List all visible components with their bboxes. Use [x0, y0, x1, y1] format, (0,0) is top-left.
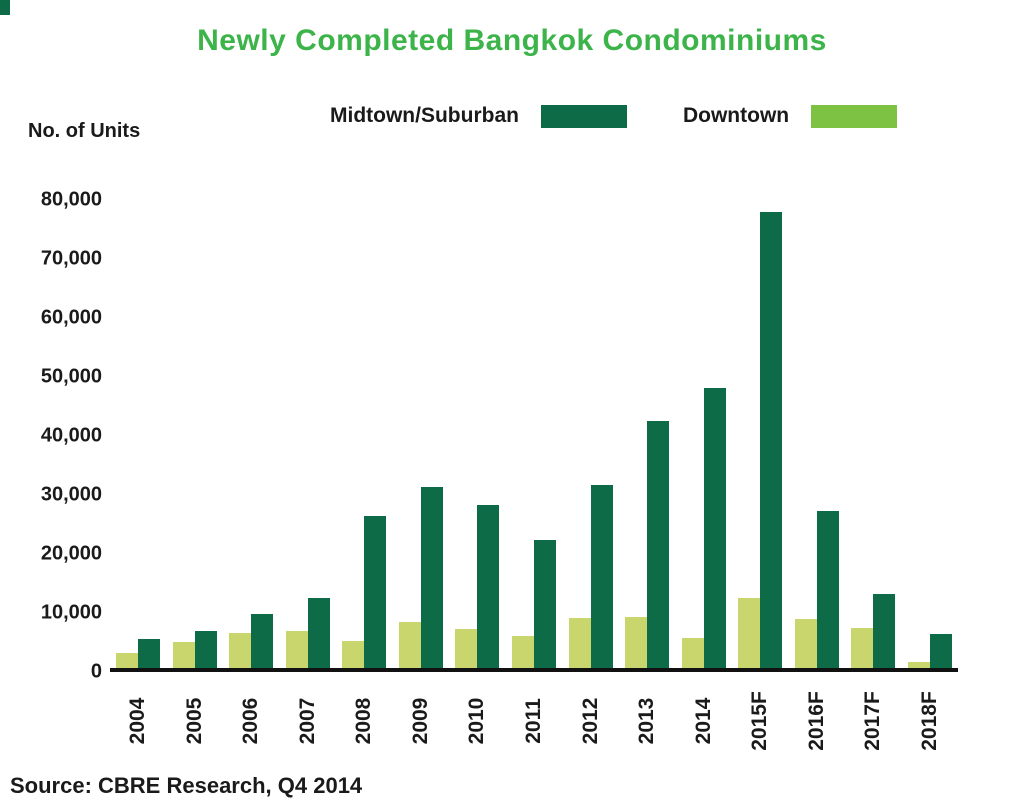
- x-tick-label-2005: 2005: [182, 697, 206, 745]
- source-note: Source: CBRE Research, Q4 2014: [10, 773, 363, 798]
- y-tick-label: 10,000: [40, 601, 102, 624]
- bar-midtown-suburban-2010: [477, 505, 500, 668]
- bar-downtown-2007: [285, 631, 308, 668]
- bar-group-2018F: [907, 200, 952, 668]
- bar-downtown-2015f: [738, 597, 761, 668]
- bar-midtown-suburban-2012: [590, 484, 613, 668]
- x-tick-label-2009: 2009: [408, 697, 432, 745]
- bar-group-2013: [625, 200, 670, 668]
- bar-group-2012: [568, 200, 613, 668]
- bar-downtown-2018f: [907, 662, 930, 668]
- bar-group-2014: [681, 200, 726, 668]
- bar-midtown-suburban-2006: [251, 613, 274, 668]
- legend-swatch-midtown: [540, 104, 627, 128]
- x-tick-label-2015f: 2015F: [748, 691, 772, 751]
- bar-downtown-2012: [568, 618, 591, 668]
- x-tick-label-2008: 2008: [352, 697, 376, 745]
- bar-downtown-2009: [398, 622, 421, 668]
- y-tick-label: 20,000: [40, 542, 102, 565]
- bar-group-2017F: [851, 200, 896, 668]
- x-axis: 2004 2005 2006 2007 2008 2009 2010 2011 2012 2013…: [110, 678, 958, 764]
- y-tick-label: 70,000: [40, 247, 102, 270]
- legend: Midtown/Suburban Downtown: [330, 104, 898, 128]
- x-tick-label-2004: 2004: [126, 697, 150, 745]
- x-tick-label-2006: 2006: [239, 697, 263, 745]
- legend-label-downtown: Downtown: [682, 104, 790, 127]
- x-tick-label-2014: 2014: [691, 697, 715, 745]
- bar-midtown-suburban-2007: [307, 597, 330, 668]
- bar-midtown-suburban-2018f: [929, 634, 952, 668]
- bar-downtown-2016f: [794, 619, 817, 668]
- bar-midtown-suburban-2004: [138, 638, 161, 668]
- y-axis-title: No. of Units: [28, 120, 141, 142]
- y-tick-label: 30,000: [40, 483, 102, 506]
- bar-downtown-2014: [681, 637, 704, 668]
- bar-midtown-suburban-2016f: [816, 511, 839, 668]
- bar-midtown-suburban-2011: [533, 540, 556, 668]
- y-tick-label: 80,000: [40, 188, 102, 211]
- bar-downtown-2010: [455, 628, 478, 668]
- bar-midtown-suburban-2015f: [760, 211, 783, 668]
- legend-swatch-downtown: [811, 104, 898, 128]
- bar-downtown-2013: [625, 616, 648, 668]
- bar-midtown-suburban-2005: [194, 631, 217, 668]
- bar-group-2015F: [738, 200, 783, 668]
- x-tick-label-2016f: 2016F: [804, 691, 828, 751]
- bar-group-2011: [511, 200, 556, 668]
- bar-midtown-suburban-2008: [364, 515, 387, 668]
- bar-midtown-suburban-2013: [647, 420, 670, 668]
- x-tick-label-2007: 2007: [295, 697, 319, 745]
- bar-downtown-2017f: [851, 628, 874, 668]
- bar-midtown-suburban-2009: [420, 486, 443, 668]
- bar-group-2006: [229, 200, 274, 668]
- bar-downtown-2006: [229, 632, 252, 668]
- page-corner-artifact: [0, 0, 10, 15]
- x-tick-label-2011: 2011: [521, 698, 545, 744]
- bar-group-2016F: [794, 200, 839, 668]
- chart-title: Newly Completed Bangkok Condominiums: [197, 24, 827, 57]
- bar-downtown-2005: [172, 641, 195, 668]
- bar-downtown-2008: [342, 640, 365, 668]
- bar-group-2005: [172, 200, 217, 668]
- bar-downtown-2004: [116, 653, 139, 668]
- y-tick-label: 0: [90, 660, 102, 683]
- bar-midtown-suburban-2017f: [873, 593, 896, 668]
- plot-area: [110, 200, 958, 672]
- bar-midtown-suburban-2014: [703, 388, 726, 668]
- legend-label-midtown: Midtown/Suburban: [330, 104, 519, 127]
- legend-item-downtown: Downtown: [682, 104, 898, 128]
- legend-item-midtown: Midtown/Suburban: [330, 104, 627, 128]
- x-tick-label-2018f: 2018F: [917, 691, 941, 751]
- y-tick-label: 60,000: [40, 306, 102, 329]
- bar-group-2010: [455, 200, 500, 668]
- bar-group-2009: [398, 200, 443, 668]
- y-tick-label: 40,000: [40, 424, 102, 447]
- y-axis: 0 10,000 20,000 30,000 40,000 50,000 60,000 70,…: [0, 189, 102, 683]
- bar-group-2007: [285, 200, 330, 668]
- bar-group-2004: [116, 200, 161, 668]
- bar-downtown-2011: [511, 635, 534, 668]
- x-tick-label-2010: 2010: [465, 697, 489, 745]
- bar-group-2008: [342, 200, 387, 668]
- x-tick-label-2017f: 2017F: [861, 691, 885, 751]
- y-tick-label: 50,000: [40, 365, 102, 388]
- x-tick-label-2013: 2013: [635, 697, 659, 745]
- x-tick-label-2012: 2012: [578, 697, 602, 745]
